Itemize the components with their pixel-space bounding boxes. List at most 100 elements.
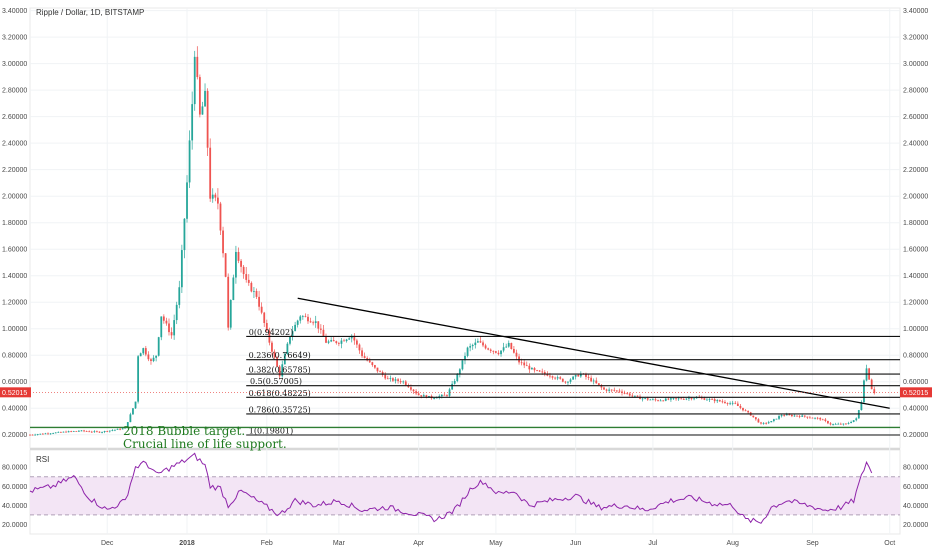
candle-body <box>783 415 786 416</box>
candle-body <box>386 378 389 380</box>
candle-body <box>541 371 544 373</box>
candle-body <box>845 423 847 425</box>
fib-level-label: 0.5(0.57005) <box>250 377 302 386</box>
candle-body <box>729 403 732 405</box>
candle-body <box>816 417 819 419</box>
candle-body <box>227 276 230 328</box>
candle-body <box>556 377 559 379</box>
candle-body <box>685 398 688 400</box>
candle-body <box>312 322 315 324</box>
y-tick-label-right: 3.20000 <box>903 35 928 42</box>
fib-level-label: 0.786(0.35725) <box>249 405 311 414</box>
candle-body <box>641 398 644 400</box>
candle-body <box>713 399 716 402</box>
candle-body <box>528 365 531 370</box>
candle-body <box>765 422 768 424</box>
candle-body <box>289 336 291 344</box>
candle-body <box>790 414 793 417</box>
candle-body <box>85 431 88 432</box>
candle-body <box>139 353 142 357</box>
candle-body <box>371 362 374 366</box>
candle-body <box>29 434 31 436</box>
candle-body <box>265 323 268 331</box>
candle-body <box>621 391 623 393</box>
candle-body <box>186 182 188 219</box>
candle-body <box>672 398 675 400</box>
candle-body <box>34 434 37 436</box>
candle-body <box>216 197 219 204</box>
candle-body <box>93 431 96 433</box>
candle-body <box>111 430 114 431</box>
candle-body <box>67 431 70 433</box>
current-price-tag-right <box>900 387 932 398</box>
candle-body <box>592 380 595 382</box>
candle-body <box>209 147 212 199</box>
candle-body <box>62 431 65 433</box>
y-tick-label-left: 1.20000 <box>2 300 27 307</box>
candle-body <box>327 341 330 343</box>
candle-body <box>569 379 572 382</box>
candle-body <box>821 419 824 421</box>
candle-body <box>162 316 165 321</box>
candle-body <box>631 395 634 397</box>
candle-body <box>204 90 206 107</box>
candle-body <box>41 433 44 435</box>
candle-body <box>170 332 173 336</box>
candle-body <box>780 415 783 417</box>
rsi-tick-label-left: 80.0000 <box>2 465 27 472</box>
candle-body <box>47 433 49 435</box>
candle-body <box>52 433 55 434</box>
candle-body <box>824 419 827 421</box>
candle-body <box>525 365 528 367</box>
candle-body <box>291 331 294 337</box>
rsi-band-fill <box>30 476 900 515</box>
candle-body <box>762 422 765 424</box>
candle-body <box>497 352 500 355</box>
candle-body <box>613 389 616 391</box>
candle-body <box>410 387 412 390</box>
candle-body <box>760 422 762 424</box>
x-tick-label: Feb <box>261 540 273 547</box>
y-tick-label-right: 0.20000 <box>903 432 928 439</box>
candle-body <box>742 407 744 411</box>
candle-body <box>461 360 464 370</box>
candle-body <box>39 433 42 435</box>
candle-body <box>716 400 719 402</box>
candle-body <box>361 350 363 357</box>
candle-body <box>229 299 232 328</box>
candle-body <box>157 337 160 356</box>
candle-body <box>116 428 119 430</box>
candle-body <box>819 418 822 420</box>
candle-body <box>513 349 515 353</box>
candle-body <box>754 417 757 420</box>
candle-body <box>603 387 605 390</box>
x-tick-label: Dec <box>101 540 114 547</box>
candle-body <box>870 379 873 390</box>
y-tick-label-left: 0.20000 <box>2 432 27 439</box>
candle-body <box>173 320 176 336</box>
candle-body <box>711 399 714 400</box>
candle-body <box>379 371 381 373</box>
y-tick-label-right: 2.40000 <box>903 141 928 148</box>
price-panel[interactable] <box>29 7 901 449</box>
candle-body <box>718 400 721 402</box>
candle-body <box>392 378 394 381</box>
candle-body <box>767 422 770 424</box>
candle-body <box>448 389 451 396</box>
candle-body <box>644 398 647 400</box>
candle-body <box>374 365 376 368</box>
candle-body <box>307 316 309 322</box>
candle-body <box>337 343 340 344</box>
candle-body <box>554 377 556 379</box>
candle-body <box>464 355 466 361</box>
y-tick-label-right: 2.00000 <box>903 194 928 201</box>
candle-body <box>106 431 109 432</box>
candle-body <box>198 77 201 115</box>
candle-body <box>788 414 791 416</box>
candle-body <box>693 398 695 400</box>
candle-body <box>605 389 608 391</box>
candle-body <box>273 351 276 358</box>
candle-body <box>368 360 371 363</box>
candle-body <box>536 370 538 372</box>
